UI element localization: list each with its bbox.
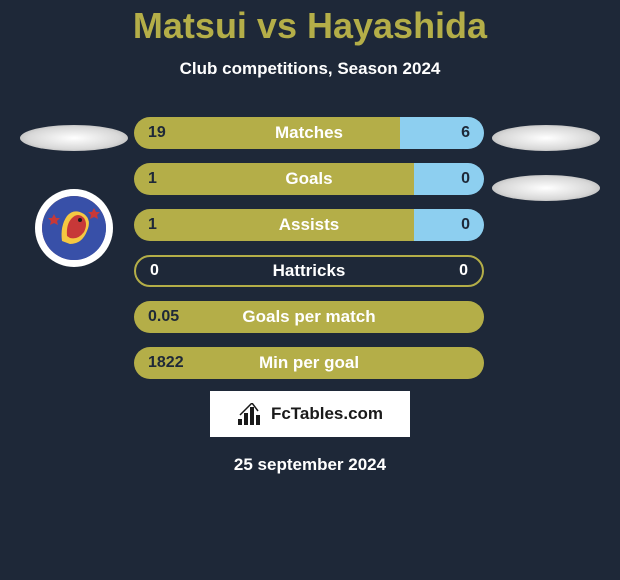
footer-brand-text: FcTables.com — [271, 404, 383, 424]
team-badge-left — [35, 189, 113, 267]
page-title: Matsui vs Hayashida — [133, 5, 487, 47]
stat-bar-left: 1 — [134, 163, 414, 195]
stat-left-value: 1 — [148, 170, 157, 188]
subtitle: Club competitions, Season 2024 — [180, 59, 441, 79]
stat-label: Matches — [275, 123, 343, 143]
stat-row-hattricks: 0 0 Hattricks — [134, 255, 484, 287]
stat-row-matches: 19 6 Matches — [134, 117, 484, 149]
footer-brand-logo: FcTables.com — [210, 391, 410, 437]
stat-right-value: 0 — [459, 262, 468, 280]
stat-row-goals-per-match: 0.05 Goals per match — [134, 301, 484, 333]
stat-bar-right: 0 — [414, 163, 484, 195]
stat-right-value: 0 — [461, 170, 470, 188]
team-logo-icon — [42, 196, 106, 260]
stat-bar-right: 0 — [414, 209, 484, 241]
stat-row-goals: 1 0 Goals — [134, 163, 484, 195]
player-badge-left-placeholder — [20, 125, 128, 151]
player-badge-right-placeholder-2 — [492, 175, 600, 201]
stat-label: Hattricks — [273, 261, 346, 281]
stats-column: 19 6 Matches 1 0 Goals 1 0 Assists 0 0 Hattricks 0.0… — [134, 117, 486, 379]
stat-left-value: 0.05 — [148, 308, 179, 326]
left-column — [14, 117, 134, 267]
main-area: 19 6 Matches 1 0 Goals 1 0 Assists 0 0 Hattricks 0.0… — [0, 117, 620, 379]
stat-row-assists: 1 0 Assists — [134, 209, 484, 241]
stat-bar-left: 19 — [134, 117, 400, 149]
stat-label: Goals — [285, 169, 332, 189]
stat-left-value: 19 — [148, 124, 166, 142]
stat-left-value: 0 — [150, 262, 159, 280]
stat-label: Min per goal — [259, 353, 359, 373]
main-container: Matsui vs Hayashida Club competitions, S… — [0, 0, 620, 580]
stat-label: Goals per match — [242, 307, 375, 327]
player-badge-right-placeholder-1 — [492, 125, 600, 151]
stat-right-value: 6 — [461, 124, 470, 142]
stat-bar-right: 6 — [400, 117, 484, 149]
date-label: 25 september 2024 — [234, 455, 386, 475]
stat-right-value: 0 — [461, 216, 470, 234]
stat-bar-left: 1 — [134, 209, 414, 241]
stat-label: Assists — [279, 215, 339, 235]
fctables-icon — [237, 403, 265, 425]
stat-left-value: 1822 — [148, 354, 184, 372]
stat-row-min-per-goal: 1822 Min per goal — [134, 347, 484, 379]
right-column — [486, 117, 606, 201]
stat-left-value: 1 — [148, 216, 157, 234]
team-badge-inner — [42, 196, 106, 260]
